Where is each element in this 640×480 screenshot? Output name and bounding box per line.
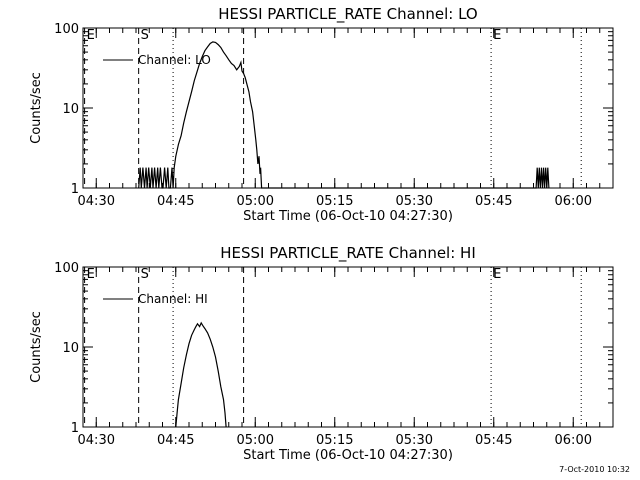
y-tick-label: 10 <box>62 102 79 117</box>
x-tick-label: 05:15 <box>316 433 353 448</box>
chart-panel-1: HESSI PARTICLE_RATE Channel: LO 1 10 100 04:… <box>29 5 614 224</box>
y-tick-label: 100 <box>54 261 79 276</box>
data-series-line <box>138 41 550 189</box>
marker-label: S <box>141 28 149 43</box>
x-tick-label: 05:00 <box>237 194 274 209</box>
footer-timestamp: 7-Oct-2010 10:32 <box>559 465 630 474</box>
marker-label: S <box>141 267 149 282</box>
marker-label: E <box>87 28 95 43</box>
y-tick-label: 10 <box>62 341 79 356</box>
x-tick-label: 04:30 <box>78 433 115 448</box>
x-tick-label: 05:00 <box>237 433 274 448</box>
marker-label: E <box>493 267 501 282</box>
x-tick-label: 06:00 <box>555 194 592 209</box>
x-tick-label: 05:15 <box>316 194 353 209</box>
chart-title: HESSI PARTICLE_RATE Channel: HI <box>220 244 476 263</box>
x-tick-label: 05:30 <box>396 194 433 209</box>
x-tick-label: 05:30 <box>396 433 433 448</box>
data-series-line <box>175 321 227 428</box>
legend-label: Channel: HI <box>138 292 208 306</box>
y-tick-label: 100 <box>54 22 79 37</box>
y-axis-label: Counts/sec <box>29 311 44 383</box>
y-axis-label: Counts/sec <box>29 72 44 144</box>
marker-label: E <box>87 267 95 282</box>
chart-title: HESSI PARTICLE_RATE Channel: LO <box>218 5 477 24</box>
x-tick-label: 04:45 <box>157 433 194 448</box>
plot-frame <box>82 27 614 189</box>
x-tick-label: 06:00 <box>555 433 592 448</box>
x-tick-label: 05:45 <box>475 433 512 448</box>
x-tick-label: 05:45 <box>475 194 512 209</box>
x-tick-label: 04:45 <box>157 194 194 209</box>
plot-frame <box>82 266 614 428</box>
marker-label: E <box>493 28 501 43</box>
x-axis-label: Start Time (06-Oct-10 04:27:30) <box>243 209 453 224</box>
x-tick-label: 04:30 <box>78 194 115 209</box>
legend-label: Channel: LO <box>138 53 211 67</box>
y-tick-label: 1 <box>71 182 79 197</box>
chart-panel-2: HESSI PARTICLE_RATE Channel: HI 1 10 100 04:… <box>29 244 614 463</box>
y-tick-label: 1 <box>71 421 79 436</box>
x-axis-label: Start Time (06-Oct-10 04:27:30) <box>243 448 453 463</box>
